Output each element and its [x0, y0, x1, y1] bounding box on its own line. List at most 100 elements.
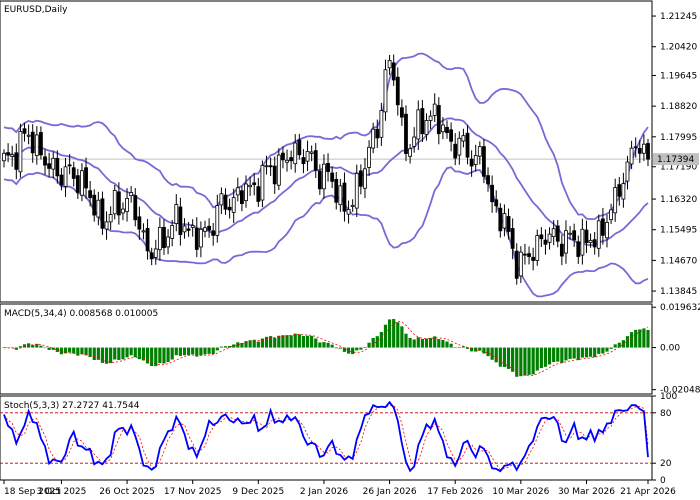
macd-bar [613, 344, 617, 348]
candle-body [240, 190, 244, 204]
candle-body [363, 168, 367, 189]
candle-body [75, 175, 80, 193]
candle-body [477, 146, 482, 157]
stoch-tick-label: 0 [660, 476, 666, 486]
candle-body [354, 172, 359, 209]
candle-body [289, 157, 294, 162]
macd-bar [293, 333, 297, 348]
candle-body [531, 256, 536, 261]
macd-bar [609, 347, 613, 349]
macd-bar [470, 347, 474, 352]
candle-body [412, 136, 417, 147]
candle-body [88, 190, 93, 199]
macd-bar [191, 347, 195, 355]
candle-body [194, 227, 199, 250]
macd-bar [141, 347, 146, 361]
candle-body [309, 151, 314, 154]
macd-bar [593, 347, 597, 358]
macd-bar [125, 347, 129, 358]
candle-body [518, 251, 523, 277]
stoch-tick-label: 100 [660, 392, 677, 402]
price-tick-label: 1.15495 [660, 226, 697, 236]
macd-bar [629, 332, 634, 348]
macd-bar [552, 347, 556, 362]
macd-bar [404, 333, 408, 348]
macd-bar [330, 344, 334, 348]
macd-bar [273, 337, 277, 348]
candle-body [498, 207, 503, 232]
macd-bar [137, 347, 141, 360]
candle-body [572, 230, 577, 241]
macd-bar [342, 347, 347, 352]
macd-bar [387, 319, 392, 348]
candle-body [22, 128, 27, 134]
macd-bar [195, 347, 199, 357]
candle-body [55, 157, 60, 177]
price-tick-label: 1.17190 [660, 163, 697, 173]
candle-body [170, 225, 175, 239]
candle-body [293, 142, 298, 165]
macd-bar [31, 344, 35, 348]
macd-bar [494, 347, 498, 363]
macd-bar [642, 328, 646, 348]
macd-bar [310, 335, 314, 348]
time-tick-label: 21 Apr 2026 [620, 487, 676, 497]
candle-body [617, 184, 622, 197]
candle-body [391, 62, 396, 81]
price-tick-label: 1.18820 [660, 102, 697, 112]
candle-body [203, 227, 207, 232]
candle-body [449, 129, 454, 142]
price-frame [0, 0, 653, 303]
macd-bar [314, 338, 318, 348]
macd-bar [490, 347, 494, 360]
candle-body [30, 131, 35, 154]
candle-body [330, 172, 335, 182]
candle-body [461, 135, 466, 142]
candle-body [342, 182, 347, 212]
macd-tick-label: 0.019632 [660, 303, 700, 313]
macd-bar [158, 347, 162, 364]
candle-body [334, 178, 339, 203]
candle-body [494, 199, 499, 207]
candle-body [190, 225, 195, 228]
candle-body [584, 229, 589, 243]
macd-bar [178, 347, 182, 356]
candle-body [596, 220, 601, 249]
macd-bar [63, 347, 68, 354]
last-price-label: 1.17394 [657, 155, 694, 165]
candle-body [539, 234, 544, 240]
macd-bar [240, 342, 244, 348]
macd-bar [588, 347, 593, 357]
time-tick-label: 9 Dec 2025 [232, 487, 284, 497]
candle-body [559, 243, 564, 257]
candle-body [482, 146, 486, 177]
macd-bar [76, 347, 80, 356]
macd-bar [453, 347, 457, 348]
last-price-box [653, 153, 699, 166]
macd-bar [634, 329, 638, 348]
time-tick-label: 26 Jan 2026 [363, 487, 417, 497]
candle-body [420, 108, 425, 135]
bollinger-upper [3, 52, 649, 221]
macd-bar [486, 347, 490, 357]
macd-bar [203, 347, 207, 355]
macd-bar [424, 338, 429, 348]
macd-bar [207, 347, 211, 354]
stoch-frame [0, 395, 653, 481]
candle-body [613, 187, 618, 214]
candle-body [244, 183, 248, 202]
candle-body [227, 206, 232, 211]
macd-bar [59, 347, 64, 355]
macd-bar [367, 342, 371, 348]
candle-body [555, 225, 560, 242]
macd-bar [55, 347, 59, 352]
stoch-panel: 100 80 20 0 [0, 392, 677, 486]
macd-bar [379, 331, 383, 348]
macd-bar [531, 347, 535, 375]
macd-bar [133, 347, 137, 358]
macd-bar [18, 346, 23, 348]
candle-body [317, 170, 322, 190]
macd-bar [482, 347, 486, 354]
symbol-label: EURUSD,Daily [4, 5, 68, 15]
macd-bar [35, 343, 39, 348]
